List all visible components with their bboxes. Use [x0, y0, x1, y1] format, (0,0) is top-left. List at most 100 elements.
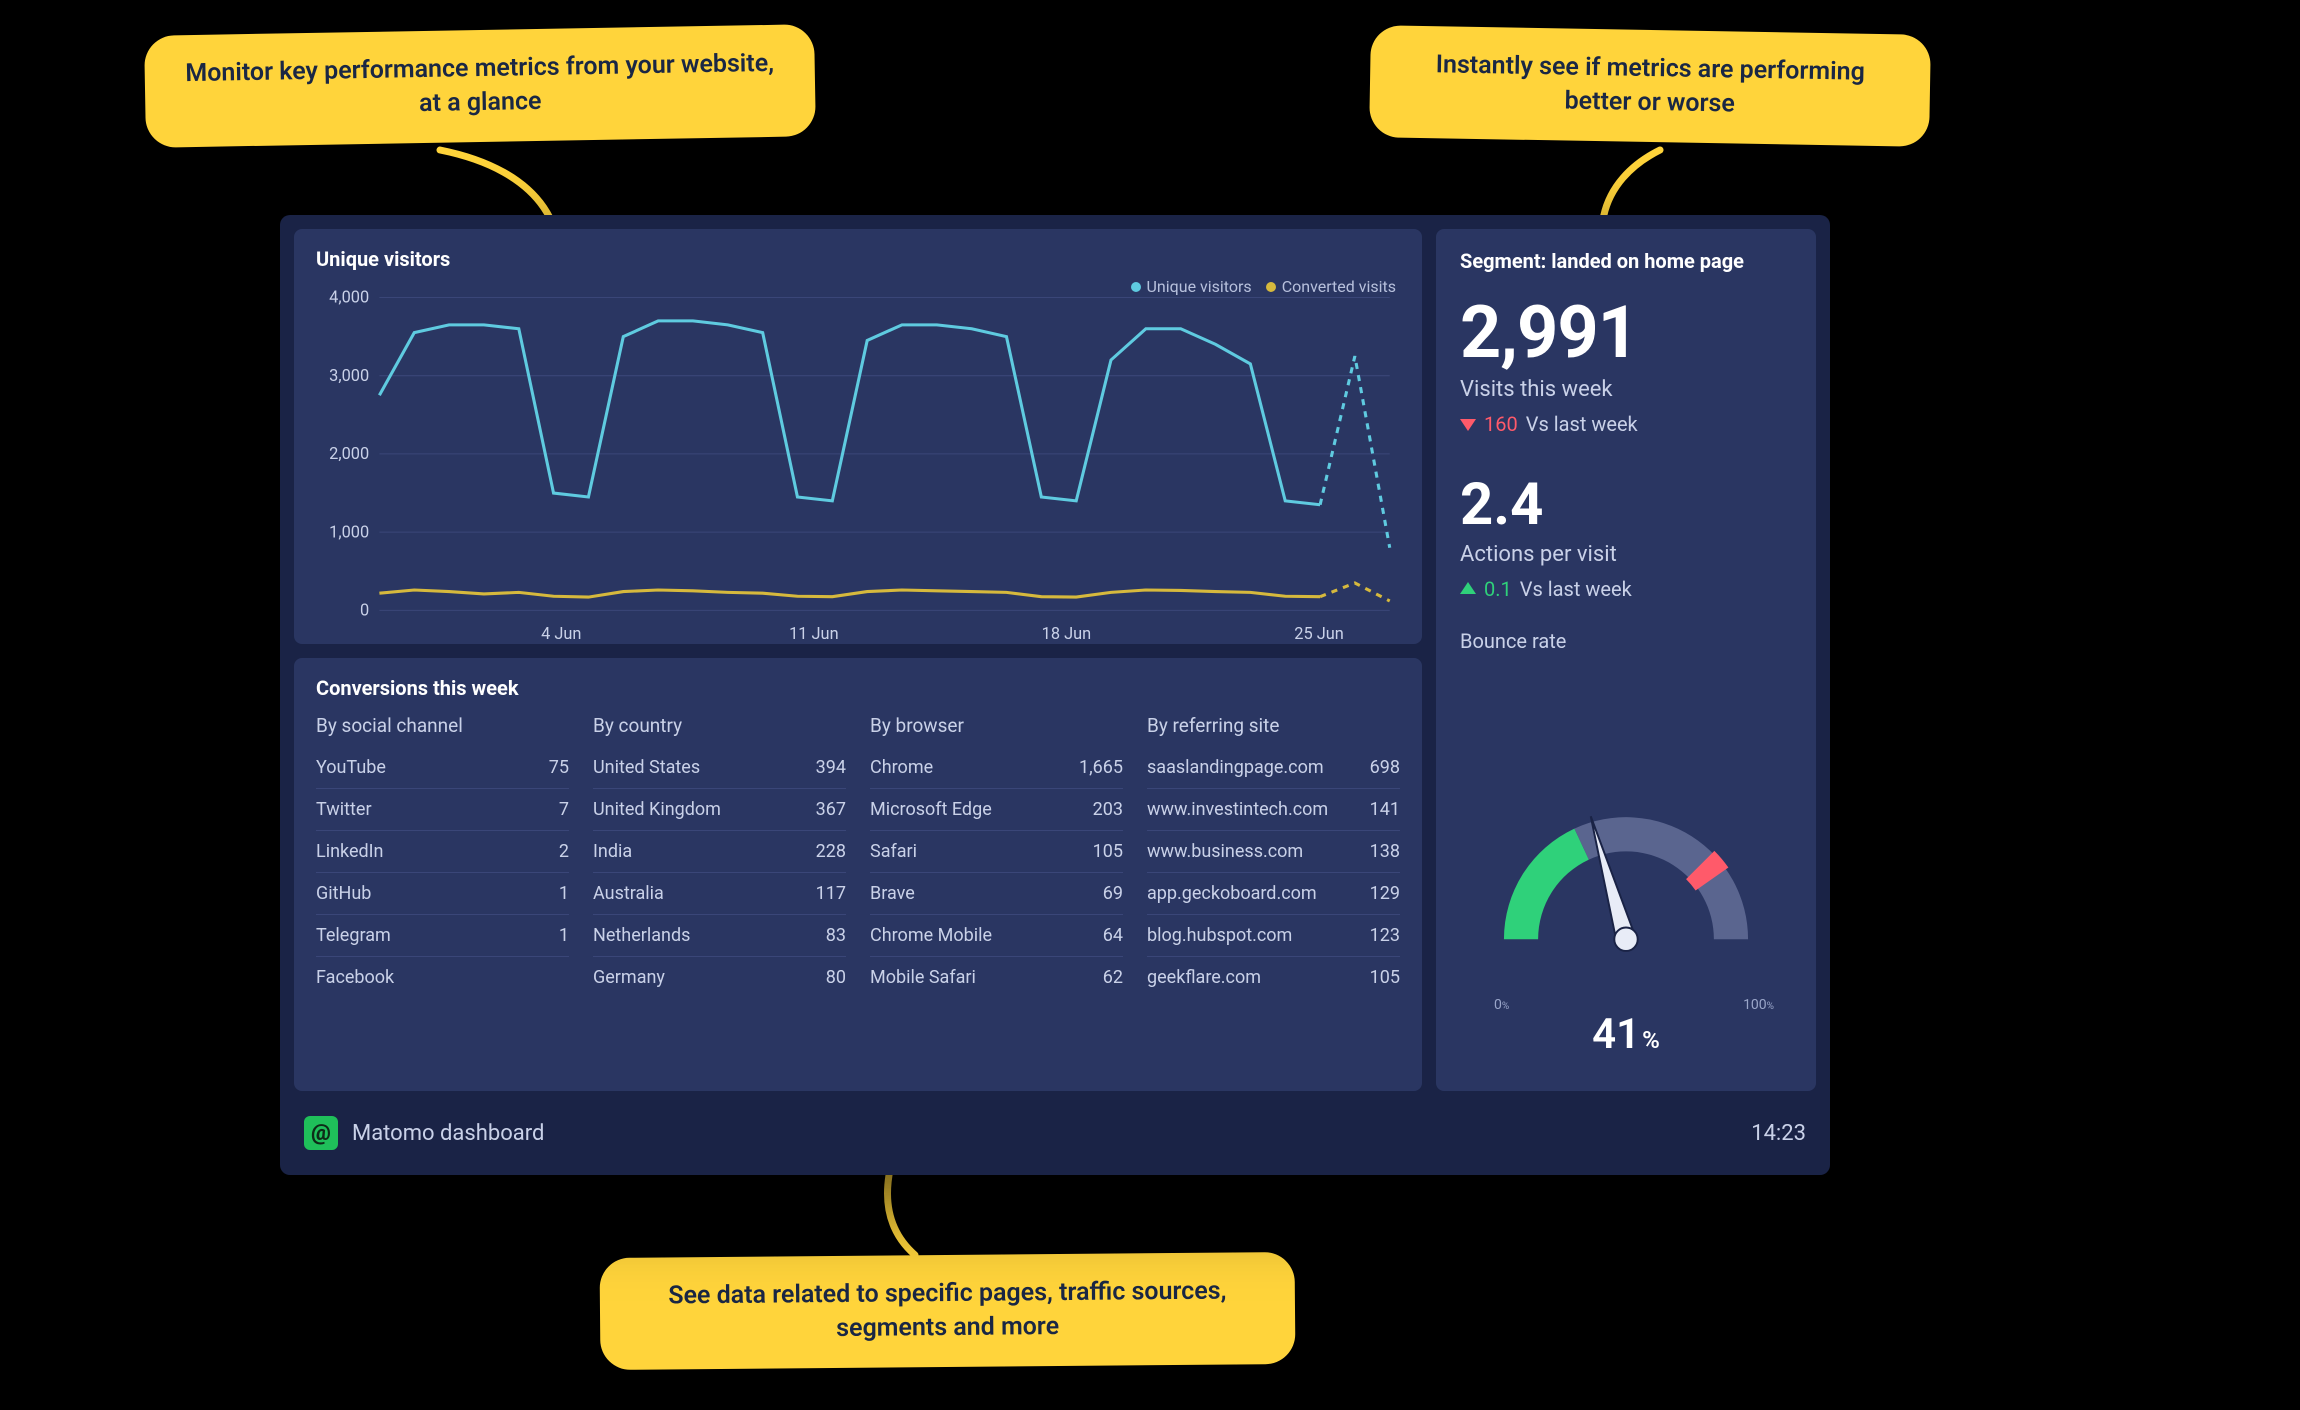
kpi-actions-delta: 0.1 Vs last week — [1460, 577, 1792, 601]
kpi-visits-delta-suffix: Vs last week — [1526, 412, 1638, 436]
table-row: Telegram1 — [316, 915, 569, 957]
row-value: 1 — [559, 883, 569, 904]
bounce-rate-gauge: 0% 100% 41% — [1460, 661, 1792, 1071]
table-row: blog.hubspot.com 123 — [1147, 915, 1400, 957]
bounce-rate-value: 41% — [1460, 1010, 1792, 1059]
column-header: By country — [593, 714, 846, 737]
row-label: blog.hubspot.com — [1147, 925, 1292, 946]
row-value: 1,665 — [1079, 757, 1123, 778]
conversions-column: By referring site saaslandingpage.com 698… — [1147, 714, 1400, 998]
table-row: Netherlands83 — [593, 915, 846, 957]
row-label: Chrome — [870, 757, 933, 778]
table-row: GitHub 1 — [316, 873, 569, 915]
table-row: Safari 105 — [870, 831, 1123, 873]
row-label: Safari — [870, 841, 917, 862]
row-value: 228 — [816, 841, 846, 862]
row-label: Germany — [593, 967, 665, 988]
row-value: 203 — [1093, 799, 1123, 820]
row-label: GitHub — [316, 883, 371, 904]
table-row: United Kingdom 367 — [593, 789, 846, 831]
svg-text:2,000: 2,000 — [329, 444, 369, 463]
svg-text:4,000: 4,000 — [329, 288, 369, 307]
row-label: LinkedIn — [316, 841, 384, 862]
table-row: Mobile Safari 62 — [870, 957, 1123, 998]
dashboard-footer: @ Matomo dashboard 14:23 — [294, 1105, 1816, 1161]
row-label: Mobile Safari — [870, 967, 976, 988]
column-header: By referring site — [1147, 714, 1400, 737]
row-value: 1 — [559, 925, 569, 946]
svg-text:25 Jun: 25 Jun — [1294, 624, 1344, 643]
row-value: 117 — [816, 883, 846, 904]
table-row: app.geckoboard.com129 — [1147, 873, 1400, 915]
row-value: 64 — [1103, 925, 1123, 946]
row-value: 62 — [1103, 967, 1123, 988]
row-value: 105 — [1370, 967, 1400, 988]
row-value: 123 — [1370, 925, 1400, 946]
table-row: Twitter7 — [316, 789, 569, 831]
row-value: 83 — [826, 925, 846, 946]
chart-panel: Unique visitors Unique visitorsConverted… — [294, 229, 1422, 644]
callout-top-right: Instantly see if metrics are performing … — [1369, 25, 1931, 146]
column-header: By social channel — [316, 714, 569, 737]
row-label: Chrome Mobile — [870, 925, 992, 946]
row-label: saaslandingpage.com — [1147, 757, 1324, 778]
row-value: 141 — [1370, 799, 1400, 820]
row-label: United States — [593, 757, 700, 778]
row-value: 367 — [816, 799, 846, 820]
row-label: www.investintech.com — [1147, 799, 1328, 820]
table-row: India 228 — [593, 831, 846, 873]
table-row: Australia117 — [593, 873, 846, 915]
row-value: 105 — [1093, 841, 1123, 862]
kpi-visits-delta: 160 Vs last week — [1460, 412, 1792, 436]
kpi-actions-delta-value: 0.1 — [1484, 577, 1512, 601]
svg-text:18 Jun: 18 Jun — [1042, 624, 1092, 643]
row-label: geekflare.com — [1147, 967, 1261, 988]
row-label: www.business.com — [1147, 841, 1303, 862]
table-row: Microsoft Edge203 — [870, 789, 1123, 831]
conversions-title: Conversions this week — [316, 676, 1400, 700]
matomo-logo-icon: @ — [304, 1116, 338, 1150]
callout-top-left: Monitor key performance metrics from you… — [144, 24, 816, 147]
kpi-visits-value: 2,991 — [1460, 297, 1792, 369]
kpi-visits-delta-value: 160 — [1484, 412, 1518, 436]
kpi-actions-delta-suffix: Vs last week — [1520, 577, 1632, 601]
table-row: Germany80 — [593, 957, 846, 998]
row-value: 7 — [559, 799, 569, 820]
bounce-rate-label: Bounce rate — [1460, 629, 1792, 653]
conversions-panel: Conversions this week By social channel … — [294, 658, 1422, 1091]
row-label: Brave — [870, 883, 915, 904]
conversions-column: By social channel YouTube75Twitter7Linke… — [316, 714, 569, 998]
callout-bottom: See data related to specific pages, traf… — [600, 1252, 1296, 1370]
table-row: LinkedIn 2 — [316, 831, 569, 873]
row-value: 2 — [559, 841, 569, 862]
table-row: www.investintech.com 141 — [1147, 789, 1400, 831]
svg-text:1,000: 1,000 — [329, 522, 369, 541]
row-label: India — [593, 841, 632, 862]
row-value: 698 — [1370, 757, 1400, 778]
conversions-column: By browser Chrome1,665Microsoft Edge203S… — [870, 714, 1123, 998]
dashboard-title: Matomo dashboard — [352, 1121, 544, 1146]
trend-up-icon — [1460, 577, 1476, 601]
row-label: app.geckoboard.com — [1147, 883, 1317, 904]
table-row: www.business.com 138 — [1147, 831, 1400, 873]
svg-text:4 Jun: 4 Jun — [541, 624, 581, 643]
trend-down-icon — [1460, 412, 1476, 436]
kpi-actions-label: Actions per visit — [1460, 542, 1792, 567]
svg-text:11 Jun: 11 Jun — [789, 624, 839, 643]
table-row: saaslandingpage.com 698 — [1147, 747, 1400, 789]
table-row: Chrome Mobile 64 — [870, 915, 1123, 957]
table-row: Facebook — [316, 957, 569, 998]
row-value: 75 — [549, 757, 569, 778]
row-label: United Kingdom — [593, 799, 721, 820]
column-header: By browser — [870, 714, 1123, 737]
chart-svg: 0 1,000 2,000 3,000 4,000 4 Jun 11 Jun 18 Jun 25… — [316, 277, 1400, 645]
table-row: United States394 — [593, 747, 846, 789]
row-value: 69 — [1103, 883, 1123, 904]
svg-text:3,000: 3,000 — [329, 366, 369, 385]
dashboard: Unique visitors Unique visitorsConverted… — [280, 215, 1830, 1175]
row-value: 138 — [1370, 841, 1400, 862]
segment-title: Segment: landed on home page — [1460, 249, 1792, 273]
row-label: Facebook — [316, 967, 394, 988]
chart-title: Unique visitors — [316, 247, 1400, 271]
svg-text:0: 0 — [360, 600, 369, 619]
